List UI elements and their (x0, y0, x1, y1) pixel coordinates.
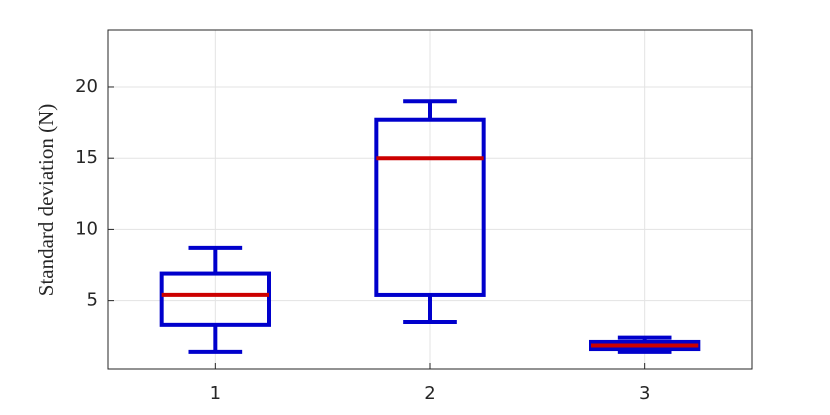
y-tick-label: 15 (75, 147, 98, 168)
x-tick-label: 2 (424, 383, 435, 404)
y-tick-label: 20 (75, 76, 98, 97)
axes-box (107, 29, 753, 370)
box (374, 117, 486, 297)
y-tick-label: 10 (75, 218, 98, 239)
y-axis-label: Standard deviation (N) (34, 104, 58, 296)
x-tick-label: 1 (210, 383, 221, 404)
y-tick-label: 5 (87, 290, 98, 311)
box (159, 271, 272, 327)
x-tick-label: 3 (639, 383, 650, 404)
